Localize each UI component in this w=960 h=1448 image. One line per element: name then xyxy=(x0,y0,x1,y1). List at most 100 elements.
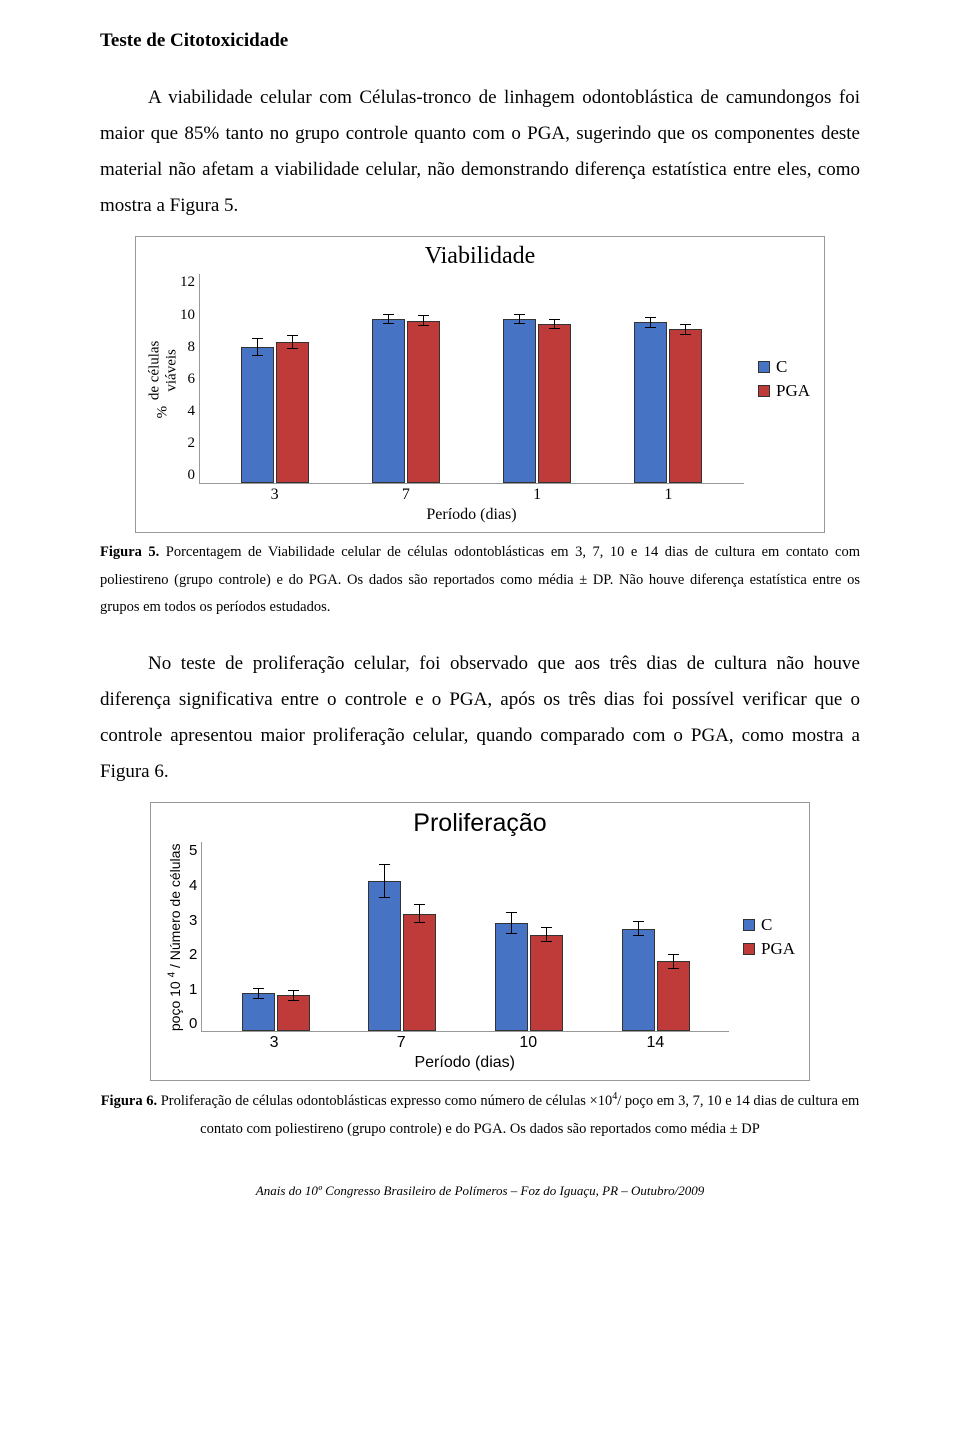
chart2-plot xyxy=(201,842,729,1032)
bar-rect xyxy=(669,329,702,483)
bar-group xyxy=(495,912,563,1032)
ytick: 5 xyxy=(189,842,197,859)
xtick: 3 xyxy=(241,1034,307,1052)
caption1-label: Figura 5. xyxy=(100,544,159,560)
bar xyxy=(407,315,440,483)
bar-rect xyxy=(372,319,405,484)
error-bar xyxy=(292,335,293,349)
legend-swatch xyxy=(743,943,755,955)
bar-rect xyxy=(622,929,655,1032)
chart1-legend: CPGA xyxy=(744,274,814,484)
bar xyxy=(242,988,275,1032)
paragraph-2: No teste de proliferação celular, foi ob… xyxy=(100,646,860,790)
xtick: 1 xyxy=(635,486,701,504)
error-bar xyxy=(546,927,547,942)
legend-swatch xyxy=(758,385,770,397)
error-bar xyxy=(673,954,674,969)
bar-group xyxy=(622,921,690,1031)
error-bar xyxy=(384,864,385,898)
caption1-text: Porcentagem de Viabilidade celular de cé… xyxy=(100,544,860,615)
legend-item: C xyxy=(743,915,795,935)
bar xyxy=(503,314,536,484)
chart1-yticks: 121086420 xyxy=(180,274,199,484)
error-bar xyxy=(519,314,520,325)
bar xyxy=(634,317,667,483)
error-bar xyxy=(423,315,424,326)
ytick: 0 xyxy=(189,1015,197,1032)
bar-group xyxy=(368,864,436,1031)
legend-label: PGA xyxy=(776,381,810,401)
caption2-label: Figura 6. xyxy=(101,1093,157,1109)
xtick: 10 xyxy=(495,1034,561,1052)
chart2-bars xyxy=(202,842,729,1031)
caption2-text-a: Proliferação de células odontoblásticas … xyxy=(157,1093,612,1109)
chart1-ylabel-line1: de células xyxy=(147,340,164,400)
bar xyxy=(669,324,702,483)
error-bar xyxy=(258,988,259,999)
bar-rect xyxy=(403,914,436,1032)
bar-rect xyxy=(241,347,274,484)
chart1-bars xyxy=(200,274,744,483)
bar xyxy=(372,314,405,484)
bar xyxy=(276,335,309,484)
page-footer: Anais do 10º Congresso Brasileiro de Pol… xyxy=(100,1183,860,1199)
ytick: 6 xyxy=(188,371,196,388)
bar-rect xyxy=(538,324,571,483)
error-bar xyxy=(293,990,294,1001)
error-bar xyxy=(638,921,639,936)
bar-rect xyxy=(634,322,667,483)
legend-label: PGA xyxy=(761,939,795,959)
bar-rect xyxy=(276,342,309,484)
bar-rect xyxy=(657,961,690,1031)
chart2-title: Proliferação xyxy=(161,809,799,838)
chart1-xlabel: Período (dias) xyxy=(199,504,744,532)
legend-swatch xyxy=(758,361,770,373)
ytick: 1 xyxy=(189,981,197,998)
proliferation-chart: Proliferação poço 10 4 / Número de célul… xyxy=(150,802,810,1081)
bar xyxy=(657,954,690,1032)
ytick: 0 xyxy=(188,467,196,484)
bar-group xyxy=(241,335,309,484)
legend-swatch xyxy=(743,919,755,931)
bar xyxy=(277,990,310,1032)
bar-group xyxy=(242,988,310,1032)
bar xyxy=(368,864,401,1031)
bar-rect xyxy=(242,993,275,1031)
error-bar xyxy=(511,912,512,935)
error-bar xyxy=(388,314,389,325)
page: Teste de Citotoxicidade A viabilidade ce… xyxy=(0,0,960,1229)
ytick: 4 xyxy=(189,877,197,894)
bar xyxy=(622,921,655,1031)
bar-rect xyxy=(407,321,440,484)
chart1-ylabel-prefix: % xyxy=(155,406,171,419)
ytick: 4 xyxy=(188,403,196,420)
chart1-plot xyxy=(199,274,744,484)
bar-group xyxy=(372,314,440,484)
chart1-title: Viabilidade xyxy=(146,243,814,270)
ytick: 3 xyxy=(189,912,197,929)
chart2-yticks: 5 4 3 2 1 0 xyxy=(189,842,201,1032)
legend-item: PGA xyxy=(743,939,795,959)
legend-label: C xyxy=(761,915,772,935)
xtick: 3 xyxy=(242,486,308,504)
chart1-xticks: 3711 xyxy=(199,484,744,504)
bar-group xyxy=(634,317,702,483)
ytick: 2 xyxy=(189,946,197,963)
bar-rect xyxy=(368,881,401,1031)
chart2-xticks: 371014 xyxy=(201,1032,729,1052)
bar-rect xyxy=(503,319,536,484)
ytick: 8 xyxy=(188,339,196,356)
chart1-ylabel-line2: viáveis xyxy=(163,340,180,400)
error-bar xyxy=(685,324,686,335)
chart2-legend: C PGA xyxy=(729,842,799,1032)
bar-group xyxy=(503,314,571,484)
error-bar xyxy=(554,319,555,330)
legend-item: PGA xyxy=(758,381,810,401)
error-bar xyxy=(257,338,258,356)
error-bar xyxy=(419,904,420,923)
bar xyxy=(530,927,563,1031)
xtick: 1 xyxy=(504,486,570,504)
bar xyxy=(241,338,274,483)
ytick: 10 xyxy=(180,307,195,324)
bar-rect xyxy=(530,935,563,1032)
